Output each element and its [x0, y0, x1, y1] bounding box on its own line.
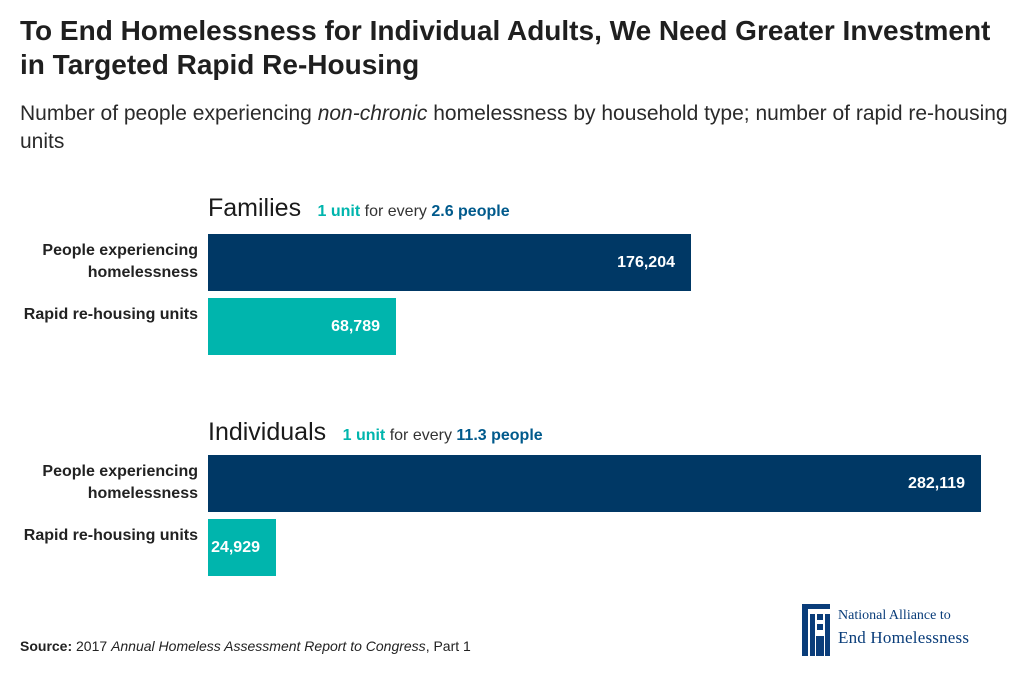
- ratio-people: 2.6 people: [431, 203, 510, 220]
- group-ratio: 1 unit for every 2.6 people: [318, 203, 510, 220]
- bar-label: Rapid re-housing units: [23, 306, 198, 323]
- bar-families-people: 176,204: [208, 234, 691, 291]
- chart-title: To End Homelessness for Individual Adult…: [20, 15, 991, 80]
- ratio-middle: for every: [385, 427, 457, 444]
- building-icon: [802, 604, 830, 656]
- group-ratio: 1 unit for every 11.3 people: [343, 427, 543, 444]
- chart-subtitle: Number of people experiencing non-chroni…: [20, 100, 1010, 156]
- ratio-units: 1 unit: [317, 203, 361, 220]
- group-header-families: Families 1 unit for every 2.6 people: [208, 194, 510, 224]
- bar-value-label: 68,789: [331, 317, 380, 335]
- bar-label: Rapid re-housing units: [23, 527, 198, 544]
- group-header-individuals: Individuals 1 unit for every 11.3 people: [208, 418, 543, 448]
- subtitle-emphasis: non-chronic: [317, 102, 428, 125]
- bar-families-units: 68,789: [208, 298, 396, 355]
- bar-individuals-units: 24,929: [208, 519, 276, 576]
- ratio-people: 11.3 people: [456, 427, 543, 444]
- group-name: Individuals: [208, 418, 327, 446]
- source-text-after: , Part 1: [425, 638, 471, 654]
- subtitle-text-after: homelessness by household type; number o…: [20, 102, 1008, 153]
- source-label: Source:: [20, 638, 73, 654]
- bar-label: People experiencing homelessness: [42, 463, 198, 502]
- ratio-middle: for every: [360, 203, 432, 220]
- organization-logo: National Alliance to End Homelessness: [800, 602, 1010, 660]
- subtitle-text-before: Number of people experiencing: [20, 102, 318, 125]
- source-report-title: Annual Homeless Assessment Report to Con…: [111, 638, 426, 654]
- source-note: Source: 2017 Annual Homeless Assessment …: [20, 638, 471, 654]
- logo-line-1: National Alliance to: [838, 608, 951, 623]
- bar-label: People experiencing homelessness: [42, 242, 198, 281]
- source-text-before: 2017: [72, 638, 112, 654]
- group-name: Families: [208, 194, 302, 222]
- logo-line-2: End Homelessness: [838, 628, 970, 647]
- ratio-units: 1 unit: [342, 427, 386, 444]
- bar-individuals-people: 282,119: [208, 455, 981, 512]
- bar-value-label: 24,929: [211, 538, 260, 556]
- bar-value-label: 176,204: [617, 253, 675, 271]
- bar-value-label: 282,119: [908, 474, 965, 492]
